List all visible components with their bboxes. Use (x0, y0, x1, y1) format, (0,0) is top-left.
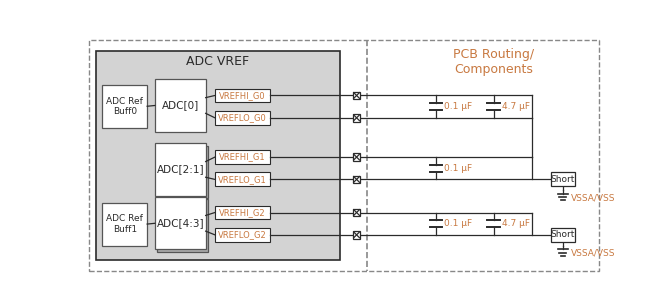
Text: ADC VREF: ADC VREF (187, 55, 250, 68)
Bar (215, 228, 270, 242)
Text: VREFLO_G2: VREFLO_G2 (218, 230, 267, 239)
Text: VREFLO_G0: VREFLO_G0 (218, 113, 267, 122)
Text: ADC[4:3]: ADC[4:3] (156, 218, 204, 228)
Bar (215, 172, 270, 186)
Text: VSSA/VSS: VSSA/VSS (570, 249, 615, 258)
Bar (157, 200, 208, 252)
Bar (157, 145, 208, 198)
Text: ADC Ref
Buff1: ADC Ref Buff1 (107, 214, 144, 234)
Text: 4.7 μF: 4.7 μF (502, 102, 530, 111)
Bar (353, 231, 360, 239)
Bar (103, 85, 147, 128)
Bar (215, 150, 270, 164)
Text: VSSA/VSS: VSSA/VSS (570, 193, 615, 202)
Bar (353, 114, 360, 122)
Text: 0.1 μF: 0.1 μF (444, 164, 472, 173)
Bar (97, 51, 340, 260)
Text: VREFHI_G2: VREFHI_G2 (219, 208, 266, 217)
Text: ADC Ref
Buff0: ADC Ref Buff0 (107, 97, 144, 116)
Text: Short: Short (551, 230, 575, 239)
Text: 0.1 μF: 0.1 μF (444, 102, 472, 111)
Text: VREFLO_G1: VREFLO_G1 (218, 175, 267, 184)
Text: 4.7 μF: 4.7 μF (502, 219, 530, 228)
Bar (103, 203, 147, 246)
Text: 0.1 μF: 0.1 μF (444, 219, 472, 228)
Text: Short: Short (551, 175, 575, 184)
Bar (353, 92, 360, 99)
Text: VREFHI_G1: VREFHI_G1 (219, 152, 266, 162)
Bar (155, 197, 206, 249)
Text: VREFHI_G0: VREFHI_G0 (219, 91, 266, 100)
Bar (155, 79, 206, 132)
Bar (353, 153, 360, 161)
Bar (215, 88, 270, 102)
Text: ADC[0]: ADC[0] (162, 100, 199, 111)
Bar (551, 228, 575, 242)
Text: ADC[2:1]: ADC[2:1] (156, 164, 204, 174)
Bar (353, 176, 360, 183)
Bar (155, 143, 206, 196)
Bar (551, 172, 575, 186)
Text: PCB Routing/
Components: PCB Routing/ Components (453, 48, 534, 75)
Bar (215, 111, 270, 125)
Bar (215, 206, 270, 219)
Bar (353, 209, 360, 216)
